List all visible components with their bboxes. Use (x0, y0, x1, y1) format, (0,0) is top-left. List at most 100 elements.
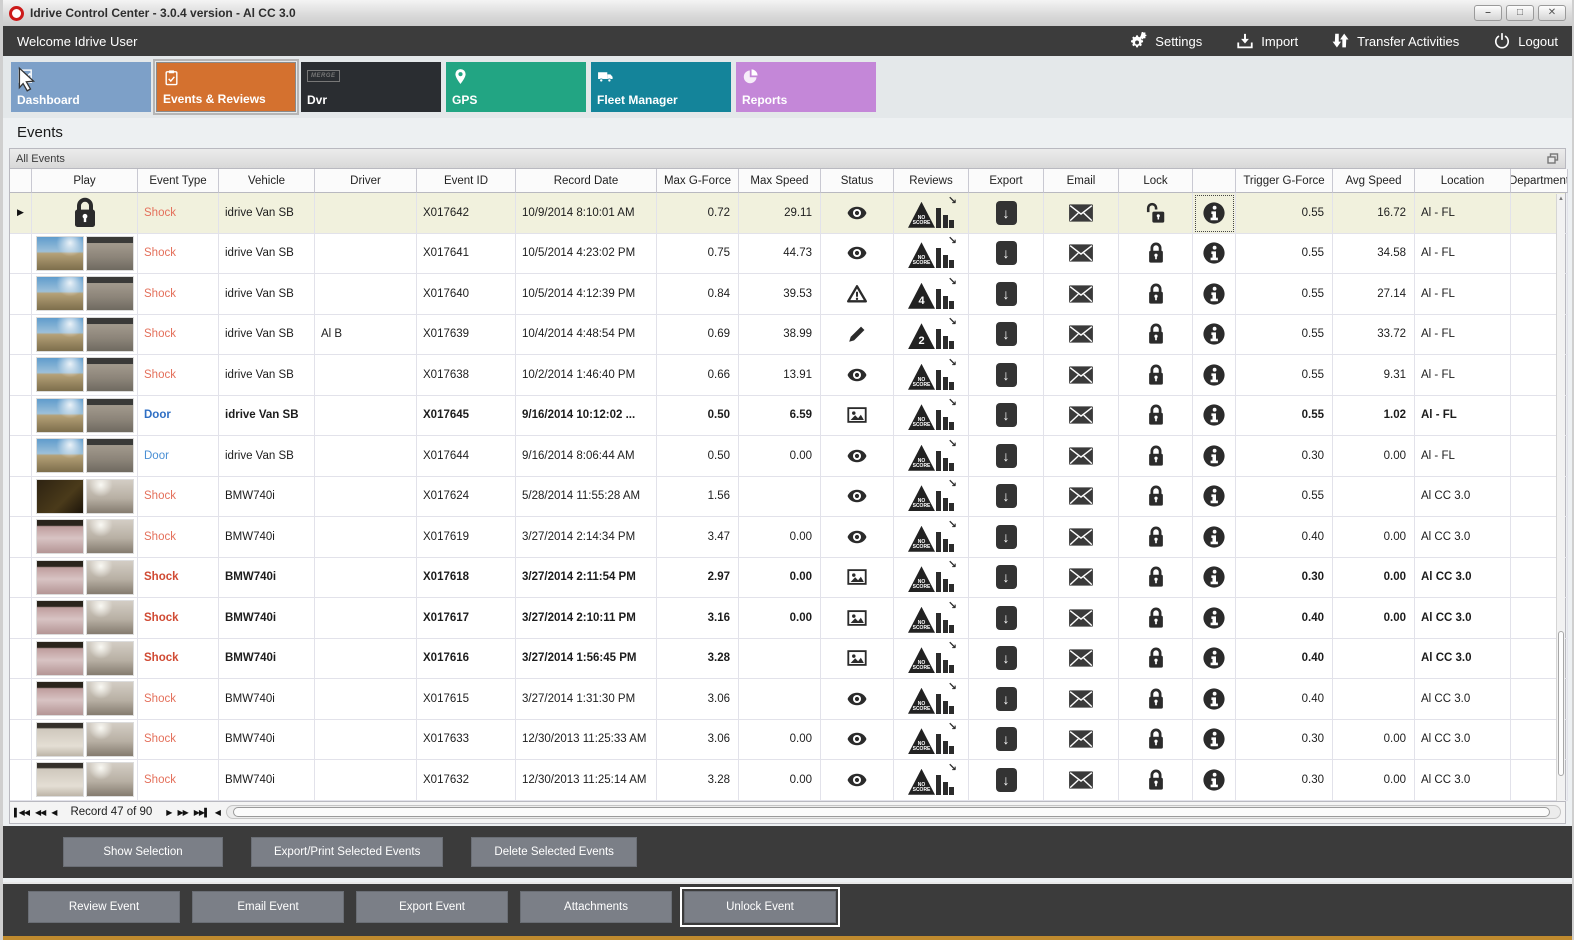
export-cell[interactable]: ↓ (969, 476, 1044, 517)
column-header-trigger-g-force[interactable]: Trigger G-Force (1236, 169, 1333, 193)
button-email-event[interactable]: Email Event (192, 890, 344, 923)
lock-cell[interactable] (1119, 193, 1193, 234)
export-cell[interactable]: ↓ (969, 395, 1044, 436)
email-cell[interactable] (1044, 395, 1119, 436)
email-cell[interactable] (1044, 719, 1119, 760)
table-row[interactable]: Shock BMW740i X017616 3/27/2014 1:56:45 PM 3… (10, 638, 1568, 679)
table-row[interactable]: Shock idrive Van SB X017640 10/5/2014 4:12:… (10, 274, 1568, 315)
play-cell[interactable] (32, 355, 138, 396)
export-cell[interactable]: ↓ (969, 557, 1044, 598)
export-cell[interactable]: ↓ (969, 436, 1044, 477)
column-header-max-speed[interactable]: Max Speed (739, 169, 821, 193)
column-header-lock[interactable]: Lock (1119, 169, 1193, 193)
tab-dvr[interactable]: MERGE Dvr (301, 62, 441, 112)
info-cell[interactable] (1193, 719, 1236, 760)
export-cell[interactable]: ↓ (969, 638, 1044, 679)
tab-fleet-manager[interactable]: Fleet Manager (591, 62, 731, 112)
email-cell[interactable] (1044, 679, 1119, 720)
play-cell[interactable] (32, 679, 138, 720)
play-cell[interactable] (32, 557, 138, 598)
menu-action-transfer-activities[interactable]: Transfer Activities (1332, 32, 1459, 50)
rewind-button[interactable]: ◀◀ (34, 807, 46, 817)
video-thumbnail[interactable] (35, 478, 134, 514)
button-review-event[interactable]: Review Event (28, 890, 180, 923)
button-export-event[interactable]: Export Event (356, 890, 508, 923)
horizontal-scrollbar[interactable] (225, 805, 1561, 819)
column-header-status[interactable]: Status (821, 169, 894, 193)
column-header-reviews[interactable]: Reviews (894, 169, 969, 193)
info-cell[interactable] (1193, 193, 1236, 234)
close-button[interactable]: ✕ (1538, 5, 1566, 21)
lock-cell[interactable] (1119, 517, 1193, 558)
tab-dashboard[interactable]: Dashboard (11, 62, 151, 112)
reviews-cell[interactable]: NO SCORE ↘ (894, 233, 969, 274)
email-cell[interactable] (1044, 557, 1119, 598)
lock-cell[interactable] (1119, 395, 1193, 436)
export-cell[interactable]: ↓ (969, 233, 1044, 274)
column-header-blank-0[interactable] (10, 169, 32, 193)
column-header-driver[interactable]: Driver (315, 169, 417, 193)
reviews-cell[interactable]: 2 ↘ (894, 314, 969, 355)
prev-record-button[interactable]: ◀ (51, 807, 57, 817)
reviews-cell[interactable]: NO SCORE ↘ (894, 679, 969, 720)
video-thumbnail[interactable] (35, 640, 134, 676)
menu-action-logout[interactable]: Logout (1493, 32, 1558, 50)
info-cell[interactable] (1193, 314, 1236, 355)
email-cell[interactable] (1044, 274, 1119, 315)
minimize-button[interactable]: – (1474, 5, 1502, 21)
email-cell[interactable] (1044, 598, 1119, 639)
email-cell[interactable] (1044, 476, 1119, 517)
export-cell[interactable]: ↓ (969, 193, 1044, 234)
column-header-vehicle[interactable]: Vehicle (219, 169, 315, 193)
export-cell[interactable]: ↓ (969, 598, 1044, 639)
horizontal-scroll-thumb[interactable] (232, 807, 1550, 817)
button-export-print-selected-events[interactable]: Export/Print Selected Events (251, 836, 444, 867)
video-thumbnail[interactable] (35, 600, 134, 636)
info-cell[interactable] (1193, 760, 1236, 801)
table-row[interactable]: Shock BMW740i X017619 3/27/2014 2:14:34 PM 3… (10, 517, 1568, 558)
lock-cell[interactable] (1119, 476, 1193, 517)
table-row[interactable]: Shock BMW740i X017618 3/27/2014 2:11:54 PM 2… (10, 557, 1568, 598)
play-cell[interactable] (32, 395, 138, 436)
lock-cell[interactable] (1119, 274, 1193, 315)
email-cell[interactable] (1044, 638, 1119, 679)
info-cell[interactable] (1193, 598, 1236, 639)
lock-cell[interactable] (1119, 598, 1193, 639)
play-cell[interactable] (32, 517, 138, 558)
export-cell[interactable]: ↓ (969, 760, 1044, 801)
column-header-location[interactable]: Location (1415, 169, 1511, 193)
column-header-event-id[interactable]: Event ID (417, 169, 516, 193)
table-row[interactable]: Door idrive Van SB X017645 9/16/2014 10:12:… (10, 395, 1568, 436)
reviews-cell[interactable]: NO SCORE ↘ (894, 476, 969, 517)
play-cell[interactable] (32, 598, 138, 639)
video-thumbnail[interactable] (35, 559, 134, 595)
email-cell[interactable] (1044, 436, 1119, 477)
reviews-cell[interactable]: NO SCORE ↘ (894, 598, 969, 639)
table-row[interactable]: Shock BMW740i X017615 3/27/2014 1:31:30 PM 3… (10, 679, 1568, 720)
table-row[interactable]: Shock BMW740i X017617 3/27/2014 2:10:11 PM 3… (10, 598, 1568, 639)
play-cell[interactable] (32, 436, 138, 477)
reviews-cell[interactable]: NO SCORE ↘ (894, 760, 969, 801)
column-header-blank-14[interactable] (1193, 169, 1236, 193)
table-row[interactable]: Door idrive Van SB X017644 9/16/2014 8:06:4… (10, 436, 1568, 477)
column-header-avg-speed[interactable]: Avg Speed (1333, 169, 1415, 193)
button-show-selection[interactable]: Show Selection (63, 836, 223, 867)
column-header-event-type[interactable]: Event Type (138, 169, 219, 193)
reviews-cell[interactable]: NO SCORE ↘ (894, 638, 969, 679)
column-header-export[interactable]: Export (969, 169, 1044, 193)
table-row[interactable]: Shock BMW740i X017633 12/30/2013 11:25:33 A… (10, 719, 1568, 760)
lock-cell[interactable] (1119, 760, 1193, 801)
forward-button[interactable]: ▶▶ (177, 807, 188, 817)
column-header-max-g-force[interactable]: Max G-Force (657, 169, 739, 193)
export-cell[interactable]: ↓ (969, 355, 1044, 396)
email-cell[interactable] (1044, 355, 1119, 396)
info-cell[interactable] (1193, 274, 1236, 315)
button-delete-selected-events[interactable]: Delete Selected Events (471, 836, 637, 867)
video-thumbnail[interactable] (35, 519, 134, 555)
info-cell[interactable] (1193, 679, 1236, 720)
export-cell[interactable]: ↓ (969, 314, 1044, 355)
video-thumbnail[interactable] (35, 762, 134, 798)
email-cell[interactable] (1044, 760, 1119, 801)
play-cell[interactable] (32, 233, 138, 274)
info-cell[interactable] (1193, 517, 1236, 558)
